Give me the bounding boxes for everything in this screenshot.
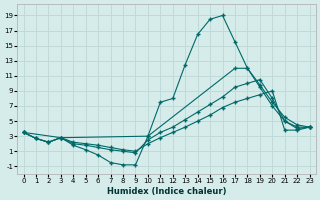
X-axis label: Humidex (Indice chaleur): Humidex (Indice chaleur) xyxy=(107,187,226,196)
